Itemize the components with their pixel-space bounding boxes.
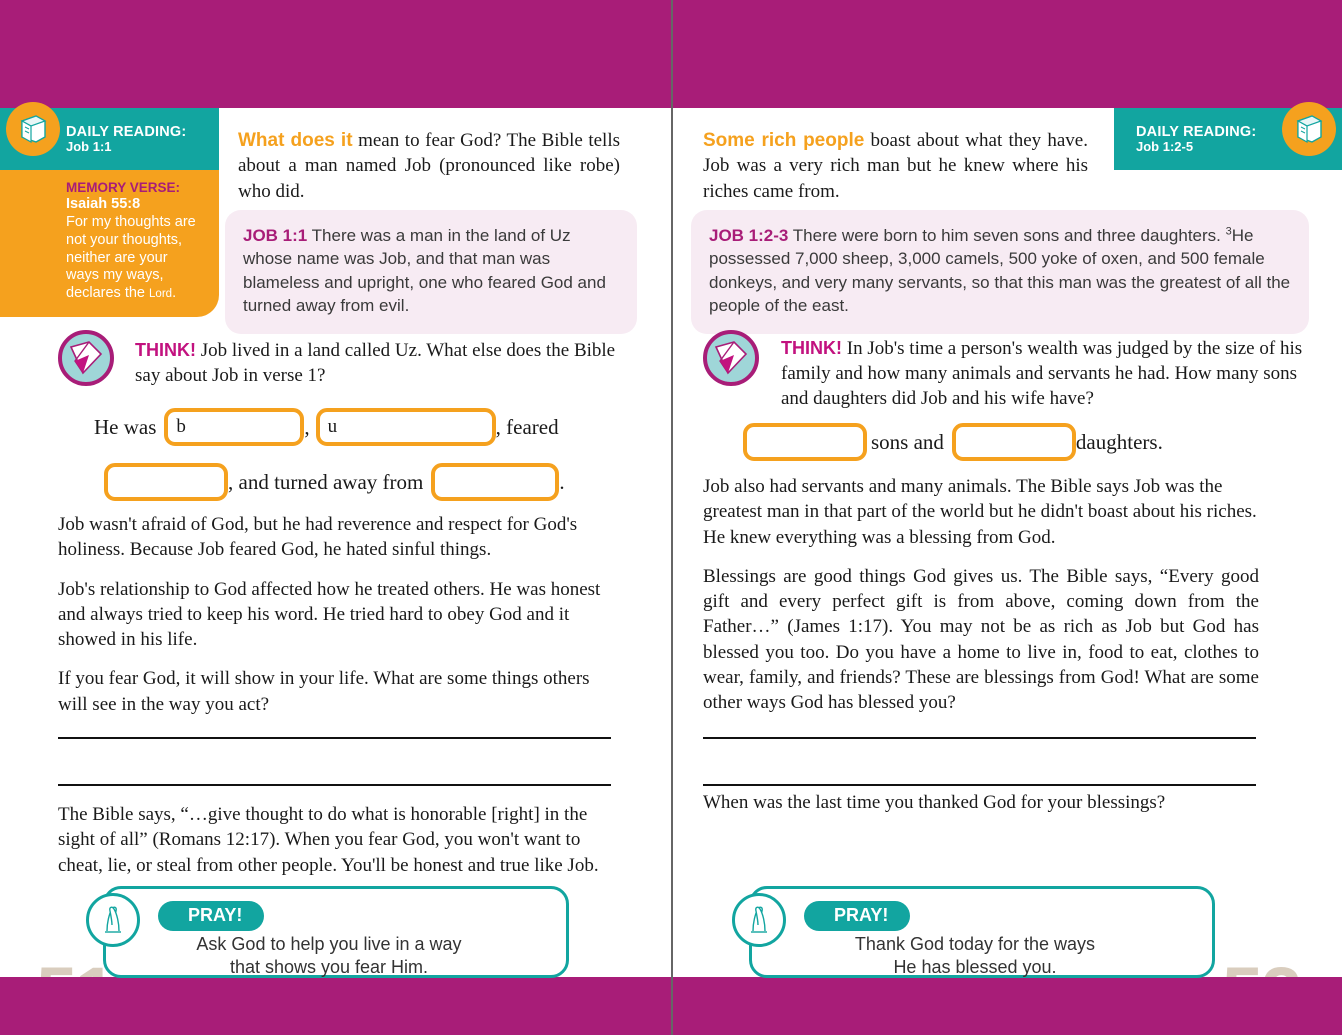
intro-rest: boast about what they have. Job was a ve… — [703, 130, 1088, 202]
memory-verse-body: For my thoughts are not your thoughts, n… — [66, 214, 196, 301]
blank-input-3[interactable] — [104, 463, 228, 501]
bottom-band-left — [0, 977, 671, 1035]
pray-line-1: Ask God to help you live in a way — [196, 934, 462, 954]
think-block-left: THINK! Job lived in a land called Uz. Wh… — [135, 338, 625, 388]
pray-box-right: PRAY! Thank God today for the ways He ha… — [732, 886, 1215, 978]
fill-in-row-2: , and turned away from . — [104, 463, 565, 501]
daily-reading-strip: DAILY READING: Job 1:1 — [0, 102, 219, 170]
pray-text-left: Ask God to help you live in a way that s… — [106, 933, 552, 978]
fill-in-row-1: He was b , u , feared — [94, 408, 559, 446]
think-label: THINK! — [781, 338, 842, 358]
writing-line[interactable] — [58, 692, 611, 739]
blank-input-1[interactable] — [743, 423, 867, 461]
fill-mid: , and turned away from — [228, 469, 424, 494]
think-label: THINK! — [135, 340, 196, 360]
scripture-text: There was a man in the land of Uz whose … — [243, 226, 606, 316]
daily-reading-label: DAILY READING: — [66, 123, 187, 140]
paragraph: If you fear God, it will show in your li… — [58, 668, 590, 715]
think-text: Job lived in a land called Uz. What else… — [135, 340, 616, 387]
lord-smallcaps: Lord — [149, 287, 173, 300]
fill-sep-2: , feared — [495, 414, 559, 439]
intro-paragraph-left: What does it mean to fear God? The Bible… — [238, 128, 620, 204]
paragraph: Job also had servants and many animals. … — [703, 476, 1257, 548]
writing-line[interactable] — [703, 692, 1256, 739]
paragraph: Job wasn't afraid of God, but he had rev… — [58, 514, 578, 561]
paragraph: Blessings are good things God gives us. … — [703, 565, 1259, 714]
fill-mid: sons and — [871, 429, 944, 454]
pray-line-2: that shows you fear Him. — [229, 956, 429, 977]
intro-paragraph-right: Some rich people boast about what they h… — [703, 128, 1088, 204]
pray-label: PRAY! — [804, 901, 911, 931]
praying-hands-icon — [732, 893, 786, 947]
daily-reading-text: DAILY READING: Job 1:1 — [66, 124, 186, 155]
body-paragraphs-left: Job wasn't afraid of God, but he had rev… — [58, 512, 614, 731]
blank-input-4[interactable] — [431, 463, 560, 501]
fill-prefix: He was — [94, 414, 157, 439]
book-icon — [6, 102, 60, 156]
fill-in-row-1: sons and daughters. — [743, 423, 1163, 461]
fill-suffix: . — [559, 469, 565, 494]
memory-verse-label: MEMORY VERSE: — [66, 180, 181, 195]
memory-verse-text: For my thoughts are not your thoughts, n… — [66, 214, 203, 302]
daily-reading-reference: Job 1:2-5 — [1136, 138, 1194, 154]
book-icon — [1282, 102, 1336, 156]
intro-lead: Some rich people — [703, 130, 865, 151]
scripture-reference: JOB 1:2-3 — [709, 226, 789, 245]
scripture-box-right: JOB 1:2-3 There were born to him seven s… — [691, 210, 1309, 334]
fill-suffix: daughters. — [1075, 429, 1163, 454]
writing-lines-left — [58, 692, 611, 786]
intro-rest: mean to fear God? The Bible tells about … — [238, 130, 620, 202]
think-text: In Job's time a person's wealth was judg… — [781, 338, 1303, 410]
bottom-band-right — [673, 977, 1342, 1035]
daily-reading-reference: Job 1:1 — [66, 138, 112, 154]
scripture-reference: JOB 1:1 — [243, 226, 308, 245]
pray-box-left: PRAY! Ask God to help you live in a way … — [86, 886, 569, 978]
body-paragraphs-right: Job also had servants and many animals. … — [703, 474, 1259, 729]
page-right: Blessings from God 52 DAILY READING: Job… — [671, 0, 1342, 1035]
paragraph: Job's relationship to God affected how h… — [58, 578, 601, 651]
memory-verse-box: MEMORY VERSE: Isaiah 55:8 For my thought… — [0, 170, 219, 317]
pray-text-right: Thank God today for the ways He has bles… — [752, 933, 1198, 978]
pray-label: PRAY! — [158, 901, 265, 931]
intro-lead: What does it — [238, 130, 353, 151]
blank-input-2[interactable]: u — [315, 408, 496, 446]
praying-hands-icon — [86, 893, 140, 947]
writing-line[interactable] — [703, 739, 1256, 786]
blank-input-1[interactable]: b — [164, 408, 305, 446]
writing-lines-right — [703, 692, 1256, 786]
scripture-text-part1: There were born to him seven sons and th… — [792, 226, 1226, 245]
closing-paragraph-left: The Bible says, “…give thought to do wha… — [58, 804, 599, 876]
pencil-icon — [703, 330, 759, 386]
memory-verse-end: . — [172, 284, 177, 301]
header-band-left — [0, 0, 671, 108]
closing-paragraph-right: When was the last time you thanked God f… — [703, 792, 1166, 813]
memory-verse-reference: Isaiah 55:8 — [66, 196, 141, 213]
think-block-right: THINK! In Job's time a person's wealth w… — [781, 336, 1311, 411]
blank-input-2[interactable] — [951, 423, 1076, 461]
writing-line[interactable] — [58, 739, 611, 786]
daily-reading-text: DAILY READING: Job 1:2-5 — [1136, 124, 1256, 155]
pray-line-1: Thank God today for the ways — [854, 934, 1096, 954]
pencil-icon — [58, 330, 114, 386]
page-left: 51 A man who feared God DAILY READING: J… — [0, 0, 671, 1035]
header-band-right — [673, 0, 1342, 108]
scripture-box-left: JOB 1:1 There was a man in the land of U… — [225, 210, 637, 334]
scripture-text-part2: He possessed 7,000 sheep, 3,000 camels, … — [709, 226, 1291, 316]
fill-sep-1: , — [304, 414, 310, 439]
daily-reading-label: DAILY READING: — [1136, 123, 1257, 140]
verse-number-superscript: 3 — [1225, 225, 1232, 238]
pray-line-2: He has blessed you. — [893, 956, 1057, 977]
daily-reading-strip: DAILY READING: Job 1:2-5 — [1114, 102, 1342, 170]
